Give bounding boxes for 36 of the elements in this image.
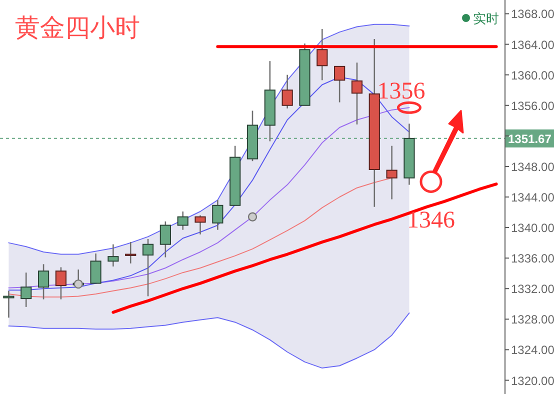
candlestick: [160, 220, 171, 258]
y-tick-label: 1324.00: [511, 343, 554, 358]
y-tick-label: 1344.00: [511, 190, 554, 204]
y-tick-label: 1340.00: [511, 221, 554, 236]
y-tick-label: 1348.00: [511, 160, 554, 174]
candlestick: [90, 252, 102, 284]
y-tick-label: 1356.00: [511, 98, 554, 113]
text: 黄金四小时: [15, 15, 140, 42]
y-tick-label: 1368.00: [511, 7, 554, 22]
candlestick: [212, 199, 224, 230]
candlestick: [142, 238, 154, 297]
candlestick: [334, 66, 346, 103]
candlestick: [351, 62, 363, 126]
y-tick-label: 1332.00: [511, 282, 554, 296]
candlestick: [20, 272, 32, 308]
candlestick: [282, 74, 293, 110]
annotation: 实时: [473, 11, 499, 26]
ref-line-label: 1351.67: [508, 132, 552, 146]
candlestick: [386, 145, 398, 200]
candlestick: [108, 244, 119, 268]
candlestick: [177, 210, 188, 230]
line-series: [112, 182, 498, 314]
annotation: 1356: [377, 78, 426, 105]
candlestick: [194, 214, 206, 236]
candlestick: [316, 28, 328, 81]
y-tick-label: 1328.00: [511, 312, 554, 327]
candlestick: [38, 264, 50, 300]
y-tick-label: 1320.00: [511, 374, 554, 388]
y-tick-label: 1360.00: [511, 68, 554, 82]
candlestick: [125, 241, 136, 264]
line-series: [8, 312, 410, 369]
y-tick-label: 1364.00: [511, 38, 554, 52]
candlestick: [55, 266, 66, 300]
annotation: 1346: [406, 208, 455, 234]
candlestick: [3, 290, 14, 318]
y-tick-label: 1336.00: [511, 252, 554, 266]
